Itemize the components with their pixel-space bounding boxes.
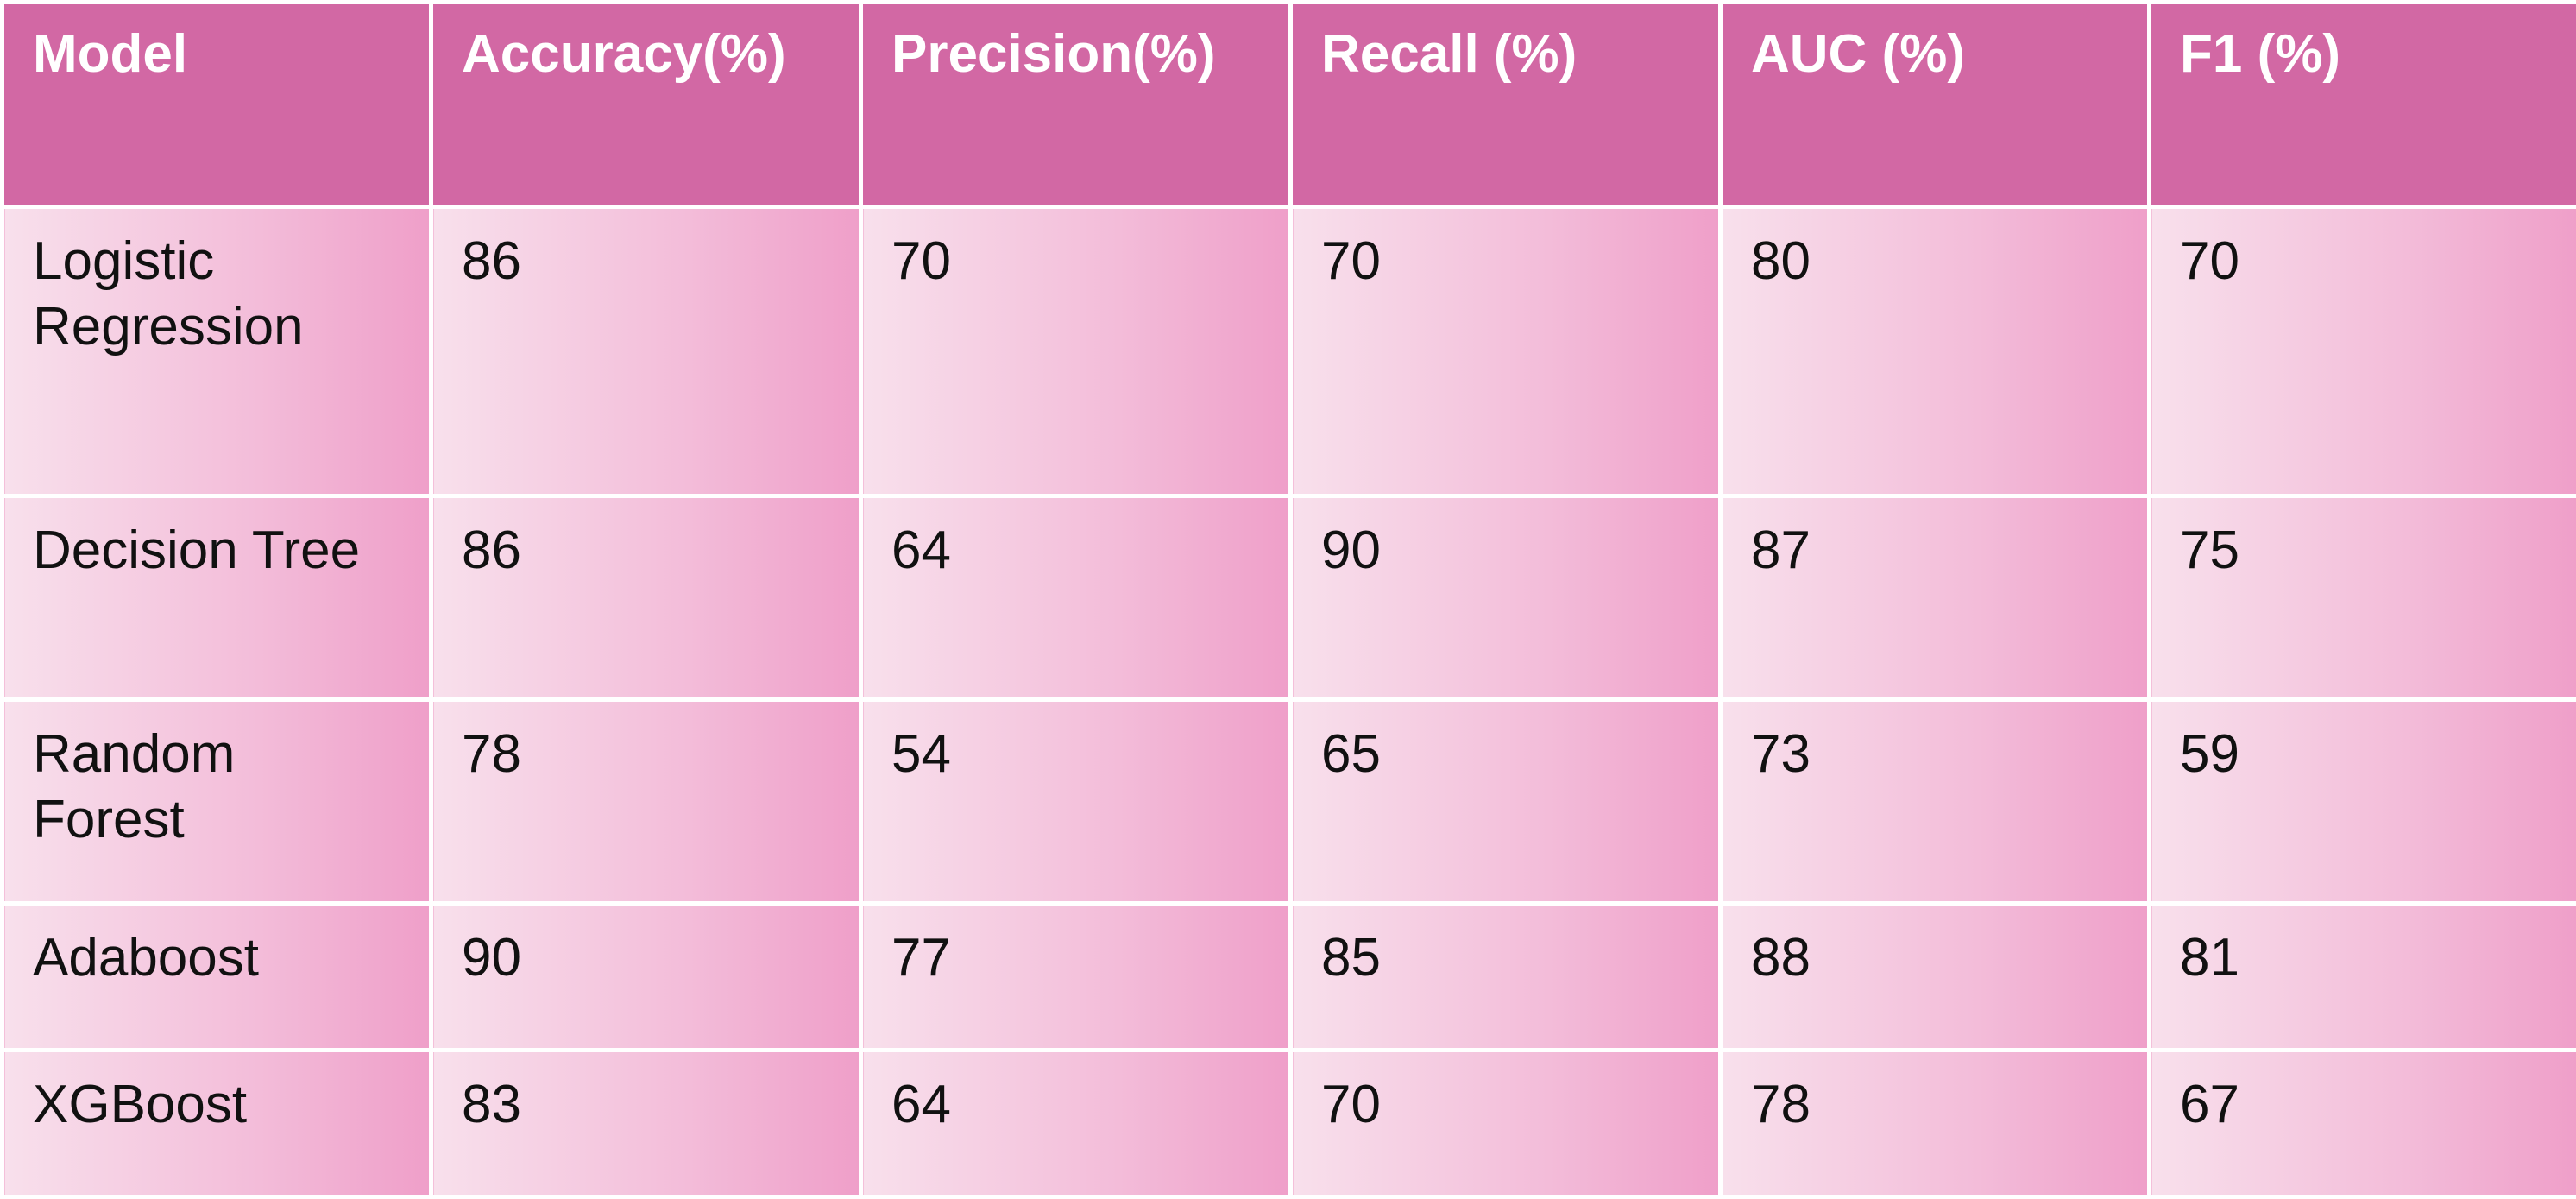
cell-f1: 75 xyxy=(2147,494,2576,702)
table-row: XGBoost 83 64 70 78 67 xyxy=(0,1048,2576,1199)
table-row: Random Forest 78 54 65 73 59 xyxy=(0,697,2576,906)
header-f1: F1 (%) xyxy=(2147,0,2576,209)
cell-auc: 88 xyxy=(1718,901,2151,1052)
cell-recall: 70 xyxy=(1288,205,1723,498)
cell-precision: 70 xyxy=(859,205,1293,498)
cell-auc: 73 xyxy=(1718,697,2151,906)
cell-accuracy: 86 xyxy=(429,205,863,498)
cell-auc: 80 xyxy=(1718,205,2151,498)
cell-f1: 70 xyxy=(2147,205,2576,498)
cell-recall: 85 xyxy=(1288,901,1723,1052)
cell-precision: 64 xyxy=(859,494,1293,702)
cell-recall: 65 xyxy=(1288,697,1723,906)
table-row: Decision Tree 86 64 90 87 75 xyxy=(0,494,2576,702)
cell-model: Logistic Regression xyxy=(0,205,433,498)
cell-accuracy: 86 xyxy=(429,494,863,702)
cell-model: Random Forest xyxy=(0,697,433,906)
table-row: Logistic Regression 86 70 70 80 70 xyxy=(0,205,2576,498)
cell-precision: 64 xyxy=(859,1048,1293,1199)
header-precision: Precision(%) xyxy=(859,0,1293,209)
header-model: Model xyxy=(0,0,433,209)
cell-precision: 54 xyxy=(859,697,1293,906)
cell-auc: 87 xyxy=(1718,494,2151,702)
cell-recall: 70 xyxy=(1288,1048,1723,1199)
cell-f1: 67 xyxy=(2147,1048,2576,1199)
cell-accuracy: 78 xyxy=(429,697,863,906)
cell-model: Adaboost xyxy=(0,901,433,1052)
cell-accuracy: 83 xyxy=(429,1048,863,1199)
cell-model: Decision Tree xyxy=(0,494,433,702)
header-accuracy: Accuracy(%) xyxy=(429,0,863,209)
cell-f1: 59 xyxy=(2147,697,2576,906)
header-recall: Recall (%) xyxy=(1288,0,1723,209)
table-row: Adaboost 90 77 85 88 81 xyxy=(0,901,2576,1052)
table-header-row: Model Accuracy(%) Precision(%) Recall (%… xyxy=(0,0,2576,209)
cell-f1: 81 xyxy=(2147,901,2576,1052)
cell-auc: 78 xyxy=(1718,1048,2151,1199)
header-auc: AUC (%) xyxy=(1718,0,2151,209)
cell-recall: 90 xyxy=(1288,494,1723,702)
cell-precision: 77 xyxy=(859,901,1293,1052)
cell-model: XGBoost xyxy=(0,1048,433,1199)
cell-accuracy: 90 xyxy=(429,901,863,1052)
